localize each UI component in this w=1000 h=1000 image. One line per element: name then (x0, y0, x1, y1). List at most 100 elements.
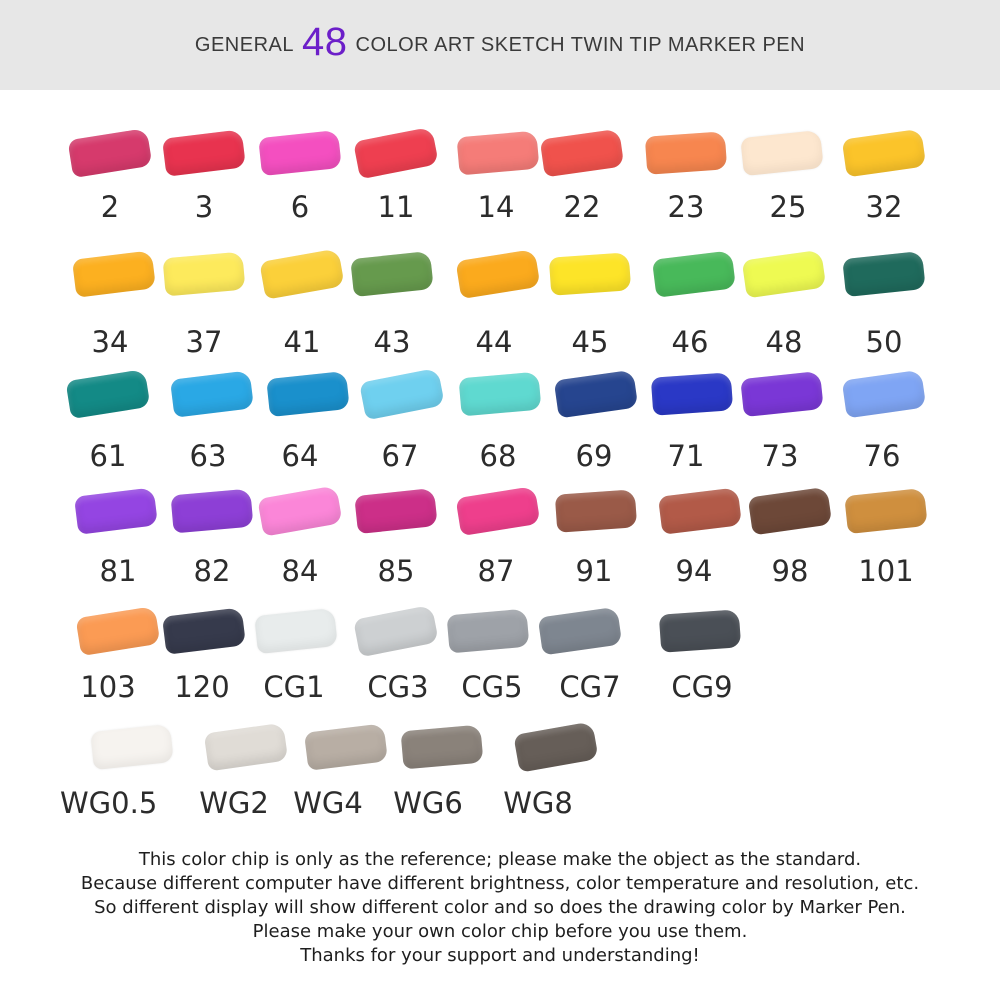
page-header: GENERAL 48 COLOR ART SKETCH TWIN TIP MAR… (0, 0, 1000, 90)
note-line: Please make your own color chip before y… (252, 921, 748, 942)
note-line: Thanks for your support and understandin… (300, 945, 700, 966)
color-code-label: WG0.5 (60, 786, 158, 820)
color-code-label: 45 (571, 325, 609, 359)
color-swatch (658, 609, 742, 653)
color-swatch (170, 488, 254, 534)
color-code-label: WG2 (199, 786, 269, 820)
color-swatch (455, 248, 541, 300)
color-swatch (458, 371, 542, 417)
color-code-label: 63 (189, 439, 227, 473)
color-swatch (644, 131, 728, 175)
color-swatch (254, 607, 338, 655)
color-swatch (456, 130, 540, 176)
note-line: So different display will show different… (94, 897, 906, 918)
color-swatch (539, 128, 625, 178)
header-color-count: 48 (302, 19, 348, 64)
color-code-label: CG5 (461, 670, 523, 704)
color-swatch (842, 250, 926, 298)
color-code-label: 82 (193, 554, 231, 588)
color-swatch (359, 367, 445, 421)
color-swatch (537, 606, 623, 656)
color-code-label: 43 (373, 325, 411, 359)
color-swatch (741, 249, 827, 299)
color-code-label: 87 (477, 554, 515, 588)
color-swatch (73, 487, 159, 535)
color-code-label: 34 (91, 325, 129, 359)
color-code-label: 37 (185, 325, 223, 359)
color-code-label: 6 (290, 190, 310, 224)
color-code-label: 101 (858, 554, 914, 588)
color-code-label: 22 (563, 190, 601, 224)
color-swatch (747, 486, 833, 536)
color-code-label: 91 (575, 554, 613, 588)
color-swatch (554, 489, 638, 533)
color-code-label: 98 (771, 554, 809, 588)
color-code-label: 68 (479, 439, 517, 473)
color-swatch (740, 370, 824, 418)
color-swatch (162, 251, 246, 297)
color-swatch (446, 608, 530, 654)
color-swatch (257, 485, 343, 537)
color-swatch (203, 722, 289, 772)
color-swatch (266, 370, 350, 418)
color-swatch (90, 723, 174, 771)
color-code-label: 120 (174, 670, 230, 704)
color-code-label: 32 (865, 190, 903, 224)
color-swatch (65, 368, 151, 420)
color-swatch (71, 250, 157, 298)
color-code-label: 73 (761, 439, 799, 473)
color-swatch (651, 250, 737, 298)
color-swatch (67, 127, 153, 179)
color-code-label: 25 (769, 190, 807, 224)
color-code-label: 71 (667, 439, 705, 473)
note-line: Because different computer have differen… (80, 873, 920, 894)
color-swatch (740, 129, 824, 177)
header-prefix: GENERAL (194, 33, 294, 56)
color-swatch (161, 607, 247, 655)
color-code-label: CG9 (671, 670, 733, 704)
color-code-label: 61 (89, 439, 127, 473)
color-code-label: CG3 (367, 670, 429, 704)
color-code-label: 2 (100, 190, 120, 224)
color-code-label: 3 (194, 190, 214, 224)
color-code-label: 44 (475, 325, 513, 359)
color-code-label: WG6 (393, 786, 463, 820)
color-swatch (553, 369, 639, 419)
color-swatch (400, 724, 484, 770)
header-title: COLOR ART SKETCH TWIN TIP MARKER PEN (355, 33, 806, 56)
color-swatch (354, 487, 438, 535)
color-code-label: 41 (283, 325, 321, 359)
color-swatch (350, 250, 434, 298)
color-swatch (353, 126, 439, 180)
color-swatch (303, 723, 389, 771)
color-code-label: 50 (865, 325, 903, 359)
color-swatch (258, 129, 342, 177)
color-code-label: 67 (381, 439, 419, 473)
color-swatch (353, 604, 439, 658)
color-swatch (657, 487, 743, 535)
color-swatch (169, 370, 255, 418)
color-swatch (841, 128, 927, 178)
color-swatch (75, 605, 161, 657)
color-code-label: CG1 (263, 670, 325, 704)
color-code-label: WG4 (293, 786, 363, 820)
color-code-label: 48 (765, 325, 803, 359)
color-code-label: 85 (377, 554, 415, 588)
color-code-label: 23 (667, 190, 705, 224)
note-line: This color chip is only as the reference… (138, 849, 862, 870)
color-code-label: 103 (80, 670, 136, 704)
color-swatch (844, 487, 928, 535)
color-code-label: 46 (671, 325, 709, 359)
color-swatch (455, 485, 541, 537)
color-code-label: 76 (863, 439, 901, 473)
color-swatch (548, 252, 632, 296)
color-code-label: 11 (377, 190, 415, 224)
color-code-label: 84 (281, 554, 319, 588)
color-swatch (161, 129, 247, 177)
color-code-label: WG8 (503, 786, 573, 820)
color-swatch (650, 372, 734, 416)
color-swatch (513, 721, 599, 773)
color-code-label: 64 (281, 439, 319, 473)
color-code-label: 94 (675, 554, 713, 588)
color-swatch (841, 369, 927, 419)
